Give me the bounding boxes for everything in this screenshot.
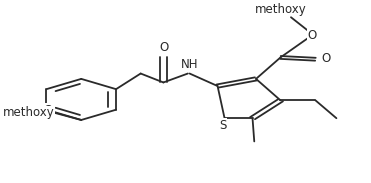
Text: O: O	[43, 104, 53, 117]
Text: NH: NH	[181, 58, 198, 71]
Text: O: O	[307, 29, 316, 42]
Text: O: O	[160, 42, 169, 55]
Text: methoxy: methoxy	[3, 106, 55, 119]
Text: S: S	[219, 119, 226, 132]
Text: O: O	[321, 52, 331, 65]
Text: methoxy: methoxy	[255, 3, 306, 16]
